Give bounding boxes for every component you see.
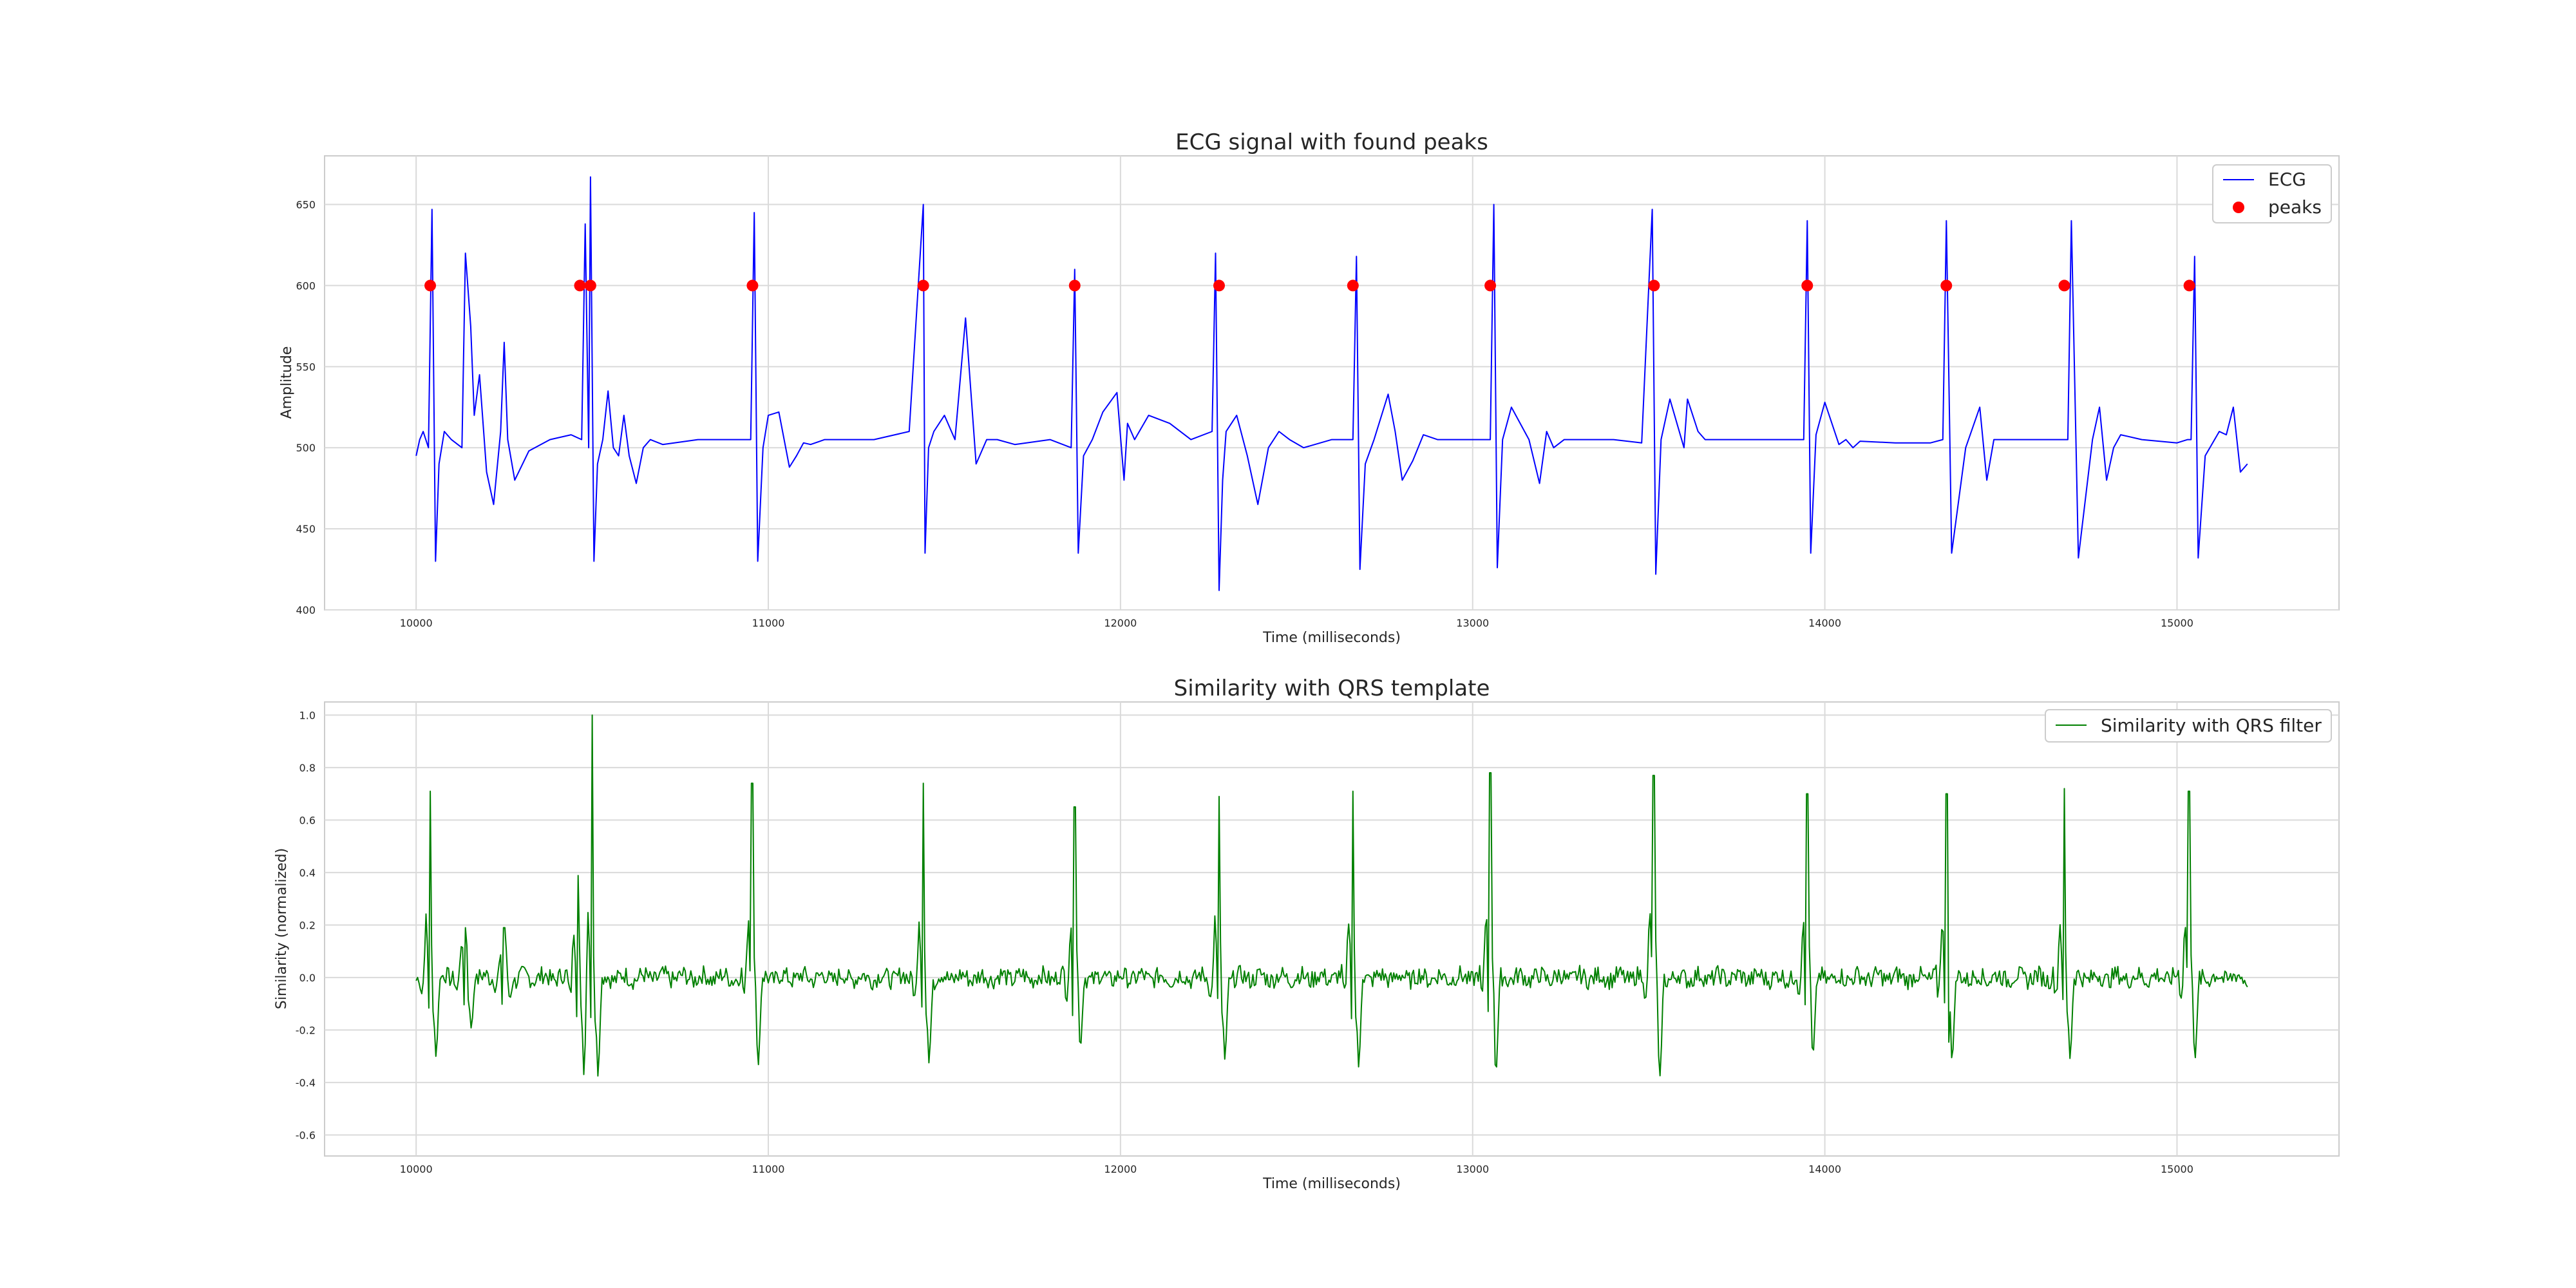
similarity-x-tick-label: 15000	[2161, 1163, 2193, 1175]
ecg-x-tick-label: 10000	[400, 617, 433, 629]
ecg-legend: ECG peaks	[2212, 164, 2332, 223]
peak-marker	[424, 279, 437, 292]
similarity-signal-line	[415, 714, 2248, 1077]
peaks-legend-marker-swatch	[2233, 202, 2244, 213]
peak-marker	[1347, 279, 1359, 292]
ecg-y-tick-label: 450	[296, 523, 316, 535]
ecg-y-tick-label: 650	[296, 199, 316, 211]
peak-marker	[1648, 279, 1660, 292]
similarity-y-tick-label: 1.0	[299, 709, 316, 721]
peak-marker	[1940, 279, 1953, 292]
peak-marker	[1484, 279, 1497, 292]
similarity-x-tick-label: 10000	[400, 1163, 433, 1175]
ecg-x-axis-label: Time (milliseconds)	[1262, 630, 1401, 646]
ecg-y-tick-label: 550	[296, 361, 316, 373]
ecg-y-axis-label: Amplitude	[279, 346, 295, 419]
similarity-y-tick-label: -0.6	[296, 1129, 316, 1141]
similarity-y-tick-label: 0.2	[299, 919, 316, 931]
ecg-y-tick-label: 400	[296, 604, 316, 616]
peaks-legend-label: peaks	[2268, 196, 2322, 218]
peak-marker	[2058, 279, 2070, 292]
similarity-x-tick-label: 13000	[1456, 1163, 1489, 1175]
similarity-legend-box	[2045, 709, 2332, 743]
similarity-x-tick-label: 14000	[1808, 1163, 1841, 1175]
peak-marker	[1068, 279, 1081, 292]
similarity-x-tick-label: 12000	[1104, 1163, 1137, 1175]
similarity-legend: Similarity with QRS filter	[2045, 709, 2332, 743]
ecg-plot-frame	[324, 155, 2340, 611]
similarity-y-tick-label: -0.4	[296, 1077, 316, 1089]
peak-marker	[1801, 279, 1814, 292]
ecg-y-tick-label: 600	[296, 279, 316, 292]
peak-marker	[746, 279, 759, 292]
similarity-y-tick-label: 0.6	[299, 814, 316, 826]
similarity-plot: 10000 11000 12000 13000 14000 15000 -0.6 -0.4 -0…	[274, 676, 2340, 1192]
ecg-plot-title: ECG signal with found peaks	[1175, 129, 1488, 155]
ecg-legend-label: ECG	[2268, 169, 2306, 190]
similarity-legend-label: Similarity with QRS filter	[2101, 715, 2322, 736]
ecg-x-tick-label: 12000	[1104, 617, 1137, 629]
ecg-x-tick-label: 13000	[1456, 617, 1489, 629]
similarity-plot-title: Similarity with QRS template	[1174, 676, 1490, 701]
peak-marker	[1213, 279, 1226, 292]
similarity-x-tick-label: 11000	[752, 1163, 785, 1175]
similarity-x-axis-label: Time (milliseconds)	[1262, 1176, 1401, 1192]
ecg-plot: 10000 11000 12000 13000 14000 15000 400 450 500 5…	[279, 129, 2340, 646]
peak-marker	[917, 279, 929, 292]
ecg-x-tick-label: 11000	[752, 617, 785, 629]
similarity-y-axis-label: Similarity (normalized)	[274, 848, 290, 1009]
peak-marker	[584, 279, 596, 292]
similarity-y-tick-label: -0.2	[296, 1024, 316, 1036]
peak-marker	[2183, 279, 2195, 292]
ecg-x-tick-label: 15000	[2161, 617, 2193, 629]
ecg-x-tick-label: 14000	[1808, 617, 1841, 629]
peak-marker	[574, 279, 586, 292]
similarity-plot-frame	[324, 701, 2340, 1157]
similarity-y-tick-label: 0.4	[299, 867, 316, 879]
ecg-signal-line	[415, 176, 2248, 591]
ecg-y-tick-label: 500	[296, 442, 316, 454]
similarity-y-tick-label: 0.8	[299, 762, 316, 774]
similarity-y-tick-label: 0.0	[299, 972, 316, 984]
